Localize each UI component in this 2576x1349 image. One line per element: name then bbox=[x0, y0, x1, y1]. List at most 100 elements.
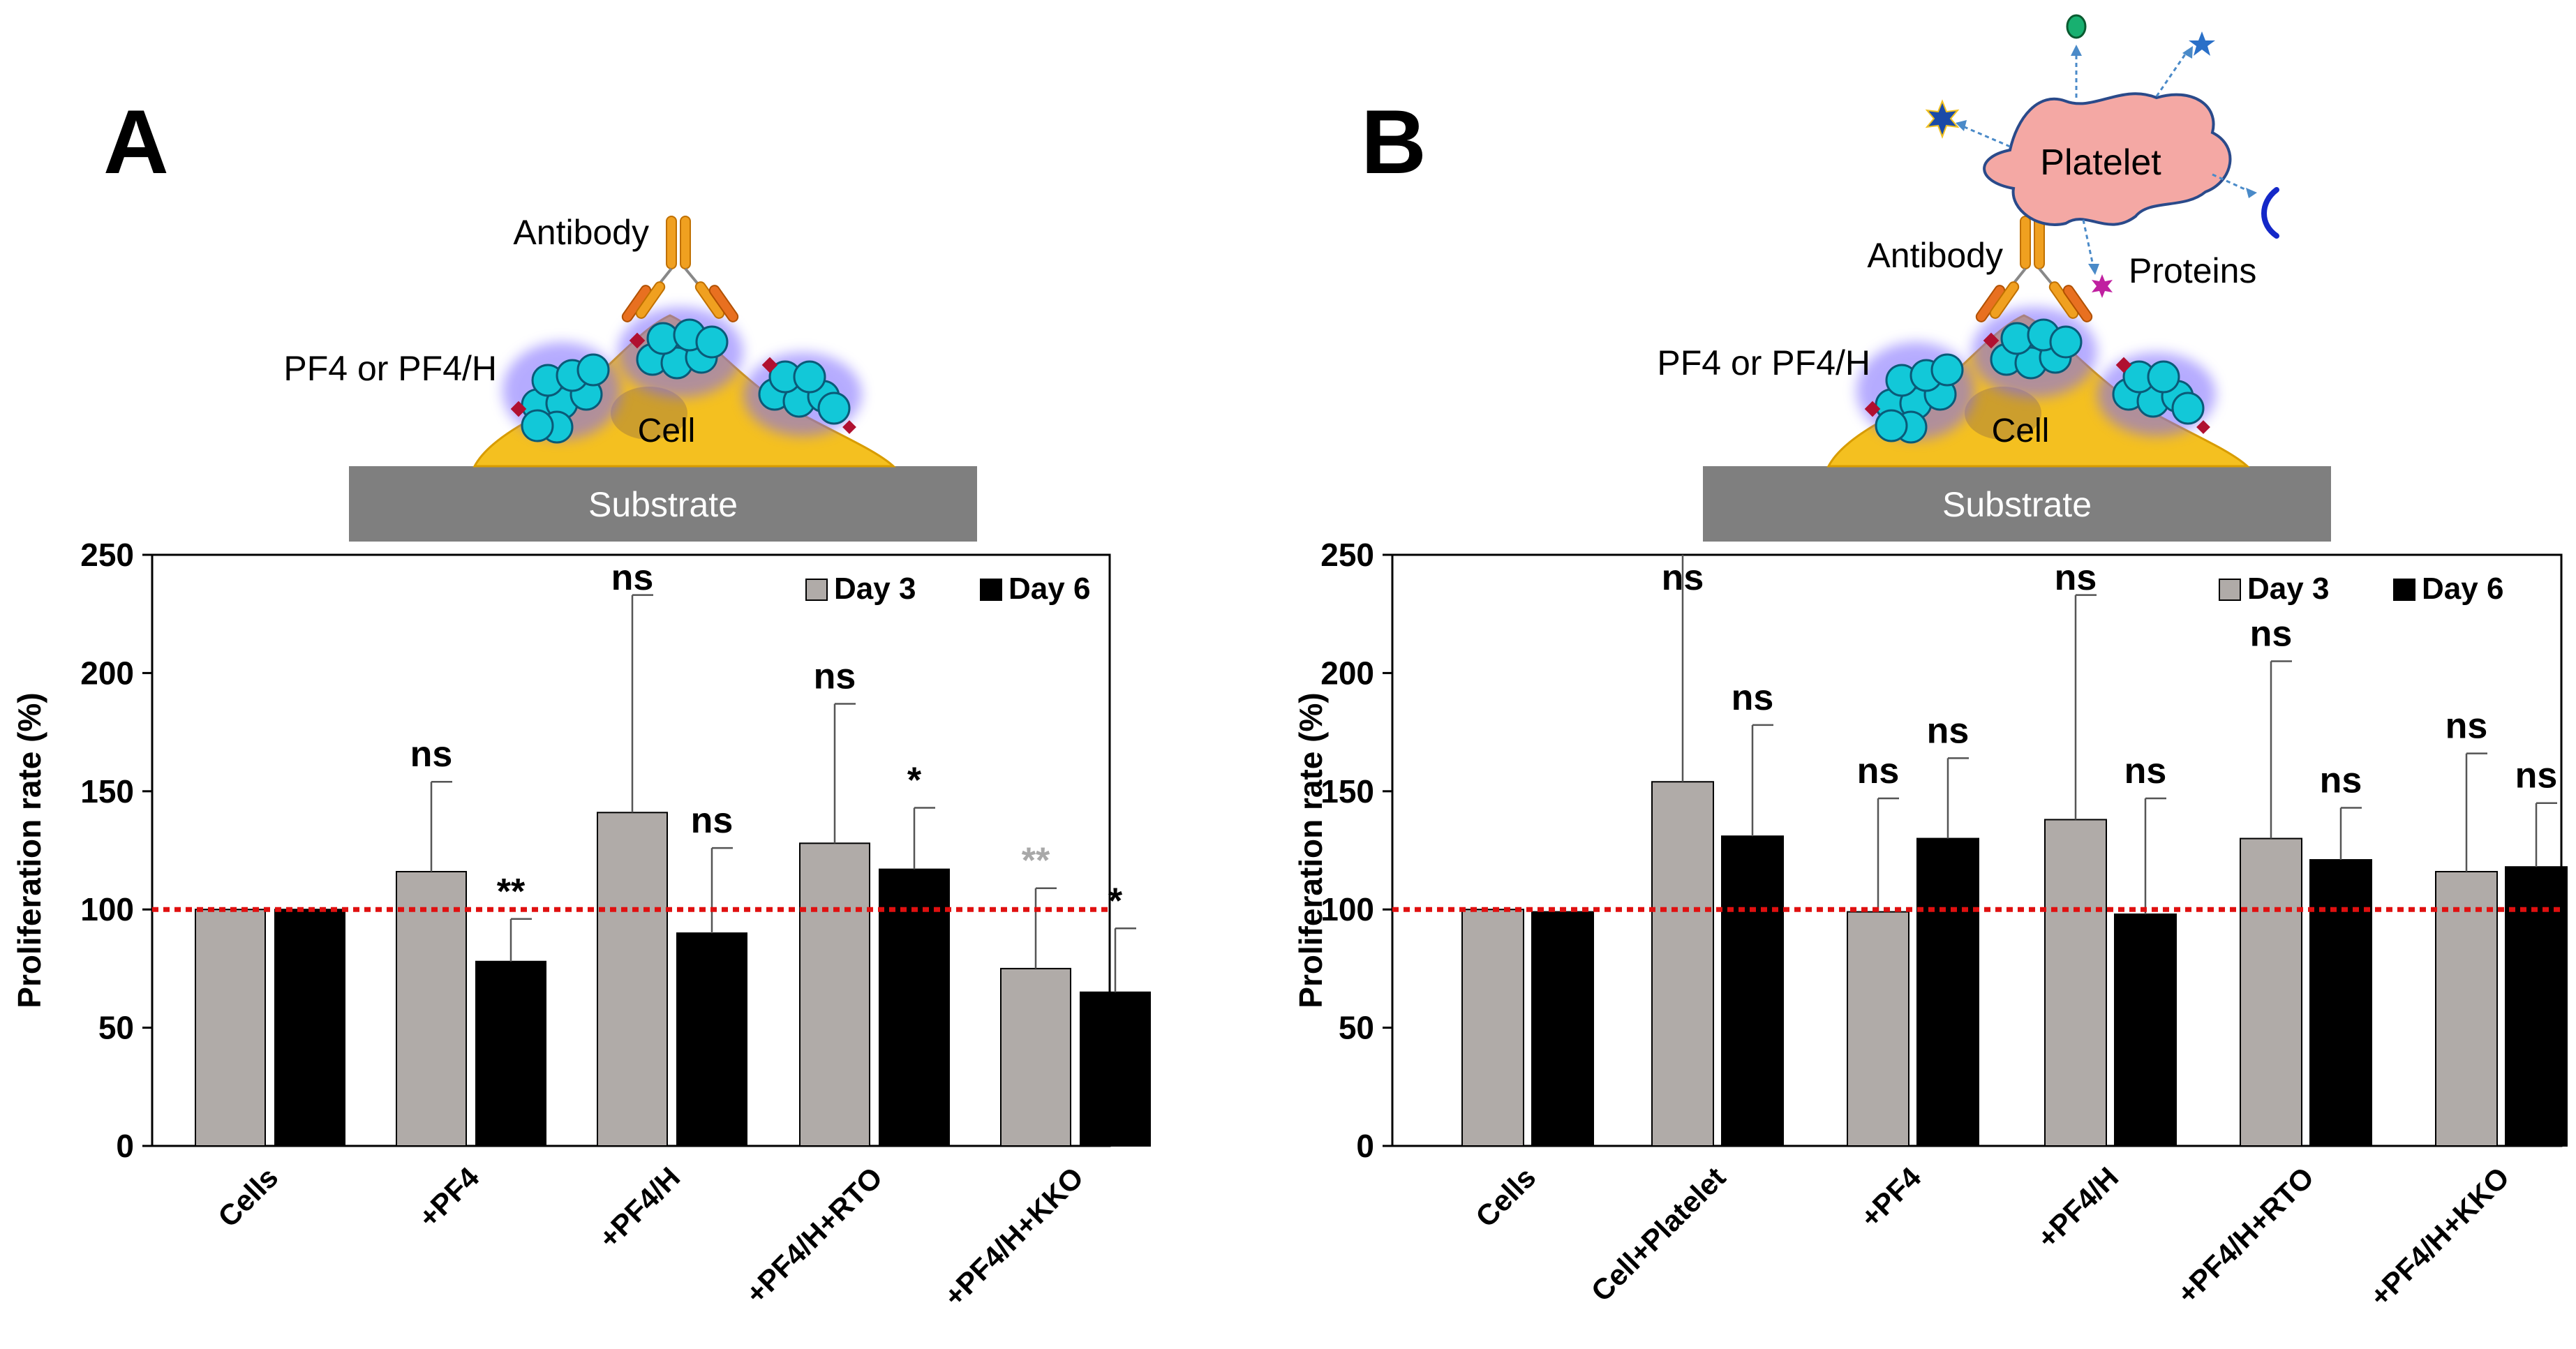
legend-label: Day 3 bbox=[834, 572, 916, 606]
significance-label: ns bbox=[2320, 761, 2362, 801]
significance-label: ns bbox=[611, 558, 654, 598]
y-tick-label: 250 bbox=[1320, 537, 1374, 573]
bar-day3 bbox=[1000, 967, 1071, 1147]
pf4-cluster-left bbox=[1856, 342, 1975, 444]
bar-day6 bbox=[1721, 835, 1784, 1147]
x-category-label: +PF4/H+RTO bbox=[739, 1161, 888, 1310]
chart-a: 0 50 100 150 200 250 Proliferation rate (%) Cel… bbox=[11, 537, 1151, 1313]
y-tick-label: 50 bbox=[98, 1010, 134, 1046]
pf4-cluster-right bbox=[743, 352, 862, 436]
panel-letter-a: A bbox=[103, 91, 169, 193]
bar-day3 bbox=[1651, 781, 1714, 1147]
y-tick-label: 0 bbox=[116, 1128, 134, 1164]
cell-label: Cell bbox=[638, 412, 696, 449]
substrate-label: Substrate bbox=[588, 485, 738, 524]
y-tick-label: 100 bbox=[80, 891, 134, 927]
y-axis-label: Proliferation rate (%) bbox=[1293, 692, 1329, 1008]
secretion-arrows bbox=[1960, 50, 2251, 269]
y-tick-label: 200 bbox=[1320, 655, 1374, 691]
significance-label: ns bbox=[2250, 613, 2293, 654]
bar-day3 bbox=[1461, 909, 1524, 1147]
pf4-label: PF4 or PF4/H bbox=[1657, 343, 1870, 382]
chart-b: 0 50 100 150 200 250 Proliferation rate (%) Cel… bbox=[1293, 537, 2568, 1313]
legend-label: Day 6 bbox=[2422, 572, 2503, 606]
significance-label: ns bbox=[1732, 678, 1774, 718]
bar-day6 bbox=[274, 909, 345, 1147]
x-category-label: Cells bbox=[211, 1161, 284, 1233]
pf4-label: PF4 or PF4/H bbox=[283, 349, 497, 388]
y-tick-label: 50 bbox=[1339, 1010, 1374, 1046]
legend-swatch-day6 bbox=[2393, 579, 2415, 601]
schematic-b: Substrate Cell bbox=[1657, 14, 2331, 542]
y-tick-label: 250 bbox=[80, 537, 134, 573]
bar-day3 bbox=[195, 909, 266, 1147]
bar-day6 bbox=[1531, 911, 1594, 1147]
significance-label: ns bbox=[814, 656, 856, 696]
bar-day6 bbox=[2309, 859, 2372, 1147]
significance-label: ns bbox=[2124, 751, 2167, 791]
bar-day3 bbox=[1847, 911, 1909, 1147]
x-category-label: Cell+Platelet bbox=[1585, 1161, 1732, 1308]
significance-label: ns bbox=[1662, 558, 1704, 598]
x-category-label: +PF4 bbox=[412, 1161, 485, 1234]
substrate-block bbox=[1703, 466, 2331, 542]
substrate-block bbox=[349, 466, 977, 542]
bar-day6 bbox=[2114, 913, 2177, 1147]
bar-day6 bbox=[879, 868, 950, 1147]
x-category-label: +PF4/H+KKO bbox=[937, 1161, 1089, 1313]
significance-label: ns bbox=[2055, 558, 2097, 598]
schematic-a: Substrate Cell bbox=[283, 213, 977, 542]
significance-label: * bbox=[907, 761, 922, 801]
legend-swatch-day3 bbox=[2219, 579, 2241, 601]
bar-day3 bbox=[2044, 819, 2107, 1147]
pf4-cluster-right bbox=[2097, 352, 2216, 436]
platelet-label: Platelet bbox=[2040, 142, 2161, 183]
x-category-label: Cells bbox=[1469, 1161, 1542, 1233]
y-tick-label: 0 bbox=[1356, 1128, 1374, 1164]
pf4-cluster-top bbox=[618, 307, 743, 398]
x-category-label: +PF4/H+KKO bbox=[2363, 1161, 2515, 1313]
significance-label: ns bbox=[691, 800, 734, 841]
platelet-shape bbox=[1983, 92, 2232, 226]
bar-day3 bbox=[799, 842, 870, 1147]
bar-day3 bbox=[396, 870, 467, 1147]
panel-letter-b: B bbox=[1361, 91, 1427, 193]
panel-b: B Substrate Cell bbox=[1361, 14, 2331, 542]
bar-day6 bbox=[2505, 866, 2568, 1147]
substrate-label: Substrate bbox=[1942, 485, 2092, 524]
significance-label: ns bbox=[1927, 710, 1970, 751]
bar-day6 bbox=[1080, 991, 1151, 1147]
y-axis-label: Proliferation rate (%) bbox=[11, 692, 47, 1008]
antibody-label: Antibody bbox=[1867, 236, 2003, 275]
x-category-label: +PF4/H bbox=[593, 1161, 687, 1255]
bar-day6 bbox=[475, 960, 546, 1147]
protein-star-icon bbox=[2189, 31, 2215, 56]
significance-label: ns bbox=[2515, 756, 2558, 796]
cell-label: Cell bbox=[1992, 412, 2050, 449]
proteins-label: Proteins bbox=[2129, 251, 2256, 290]
significance-label: ** bbox=[497, 872, 526, 912]
legend-swatch-day6 bbox=[980, 579, 1002, 601]
bar-day6 bbox=[676, 932, 747, 1147]
protein-burst-icon bbox=[1925, 99, 1960, 139]
protein-small-burst-icon bbox=[2092, 274, 2113, 298]
antibody-y-shape bbox=[621, 216, 739, 322]
pf4-cluster-top bbox=[1972, 307, 2097, 398]
protein-crescent-icon bbox=[2261, 187, 2279, 239]
y-tick-label: 200 bbox=[80, 655, 134, 691]
legend-swatch-day3 bbox=[805, 579, 828, 601]
significance-label: ns bbox=[410, 734, 453, 775]
legend-label: Day 3 bbox=[2247, 572, 2329, 606]
bar-day6 bbox=[1916, 837, 1979, 1147]
y-tick-label: 150 bbox=[80, 773, 134, 810]
significance-label: ** bbox=[1022, 841, 1050, 881]
significance-label: ns bbox=[1857, 751, 1900, 791]
panel-a: A Substrate Cell bbox=[103, 91, 977, 542]
x-category-label: +PF4/H+RTO bbox=[2171, 1161, 2320, 1310]
arrowheads bbox=[1956, 45, 2257, 275]
bar-day3 bbox=[2240, 837, 2302, 1147]
nucleus bbox=[611, 387, 687, 440]
pf4-cluster-left bbox=[502, 342, 621, 444]
y-tick-label: 150 bbox=[1320, 773, 1374, 810]
